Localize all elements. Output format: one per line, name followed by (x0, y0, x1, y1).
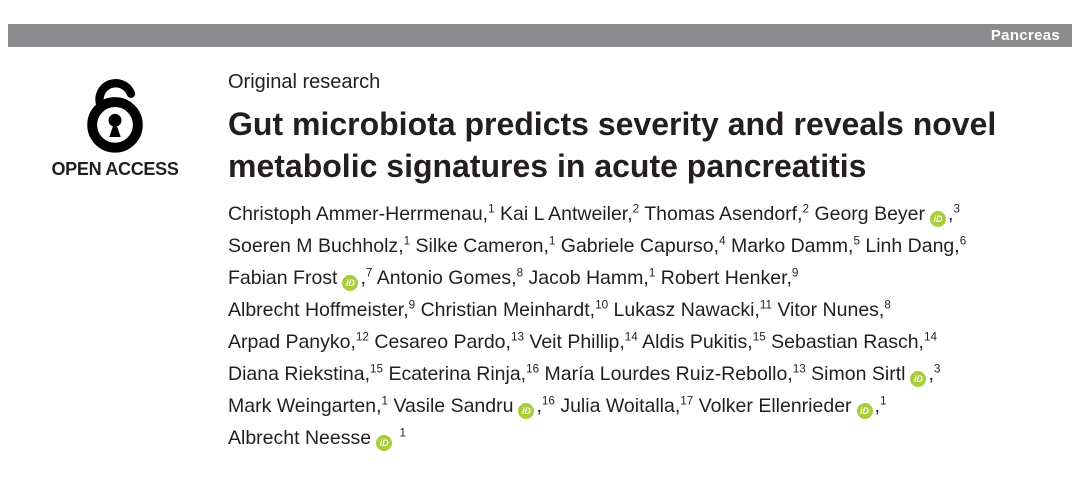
author-name: María Lourdes Ruiz-Rebollo (544, 363, 788, 386)
affiliation-superscript: 1 (488, 202, 495, 216)
affiliation-superscript: 1 (879, 394, 887, 408)
affiliation-superscript: 16 (541, 394, 555, 408)
author-name: Marko Damm (731, 235, 849, 258)
orcid-icon[interactable]: iD (930, 211, 947, 228)
affiliation-superscript: 15 (752, 330, 766, 344)
author-name: Julia Woitalla (560, 395, 675, 418)
article-title-line-1: Gut microbiota predicts severity and rev… (228, 106, 997, 142)
article-title-line-2: metabolic signatures in acute pancreatit… (228, 148, 867, 185)
affiliation-superscript: 1 (548, 234, 556, 248)
author-name: Georg Beyer (814, 203, 926, 226)
open-access-label: OPEN ACCESS (51, 159, 179, 179)
article-header: OPEN ACCESS Original research Gut microb… (0, 71, 1080, 454)
affiliation-superscript: 15 (370, 362, 384, 376)
orcid-icon[interactable]: iD (856, 403, 873, 420)
affiliation-superscript: 17 (680, 394, 694, 408)
affiliation-superscript: 14 (923, 330, 937, 344)
author-name: Silke Cameron (415, 235, 544, 258)
affiliation-superscript: 1 (648, 266, 656, 280)
affiliation-superscript: 4 (719, 234, 726, 248)
author-name: Christian Meinhardt (420, 299, 590, 322)
affiliation-superscript: 7 (365, 266, 373, 280)
author-name: Sebastian Rasch (771, 331, 919, 354)
affiliation-superscript: 1 (403, 234, 411, 248)
affiliation-superscript: 14 (624, 330, 638, 344)
author-name: Albrecht Neesse (228, 427, 372, 450)
affiliation-superscript: 5 (853, 234, 860, 248)
author-name: Antonio Gomes (376, 267, 512, 290)
author-name: Soeren M Buchholz (228, 235, 399, 258)
author-name: Vasile Sandru (393, 395, 514, 418)
section-label: Original research (228, 71, 381, 93)
affiliation-superscript: 11 (759, 298, 772, 312)
affiliation-superscript: 9 (408, 298, 416, 312)
affiliation-superscript: 10 (595, 298, 609, 312)
affiliation-superscript: 12 (355, 330, 369, 344)
open-access-lock-icon (87, 79, 143, 153)
affiliation-superscript: 2 (632, 202, 640, 216)
affiliation-superscript: 6 (959, 234, 967, 248)
orcid-icon[interactable]: iD (910, 371, 927, 388)
author-name: Aldis Pukitis (642, 331, 748, 354)
author-name: Vitor Nunes (777, 299, 879, 322)
author-name: Ecaterina Rinja (388, 363, 521, 386)
article-title: Gut microbiota predicts severity and rev… (228, 103, 1054, 187)
affiliation-superscript: 8 (884, 298, 891, 312)
author-name: Fabian Frost (228, 267, 338, 290)
author-name: Linh Dang (865, 235, 955, 258)
author-name: Mark Weingarten (228, 395, 377, 418)
author-name: Arpad Panyko (228, 331, 351, 354)
author-name: Diana Riekstina (228, 363, 365, 386)
author-name: Albrecht Hoffmeister (228, 299, 404, 322)
affiliation-superscript: 16 (526, 362, 540, 376)
author-name: Jacob Hamm (528, 267, 644, 290)
affiliation-superscript: 2 (802, 202, 810, 216)
affiliation-superscript: 8 (516, 266, 524, 280)
author-name: Simon Sirtl (811, 363, 906, 386)
journal-banner: Pancreas (8, 24, 1072, 47)
affiliation-superscript: 1 (399, 426, 407, 440)
orcid-icon[interactable]: iD (518, 403, 535, 420)
author-name: Thomas Asendorf (644, 203, 798, 226)
affiliation-superscript: 13 (510, 330, 524, 344)
author-name: Gabriele Capurso (560, 235, 714, 258)
author-name: Volker Ellenrieder (698, 395, 852, 418)
author-name: Veit Phillip (529, 331, 620, 354)
affiliation-superscript: 3 (933, 362, 941, 376)
author-name: Cesareo Pardo (374, 331, 506, 354)
author-list: Christoph Ammer-Herrmenau,1 Kai L Antwei… (228, 202, 967, 452)
affiliation-superscript: 9 (791, 266, 799, 280)
author-name: Kai L Antweiler (500, 203, 628, 226)
author-name: Lukasz Nawacki (613, 299, 755, 322)
orcid-icon[interactable]: iD (342, 275, 359, 292)
author-name: Christoph Ammer-Herrmenau (228, 203, 483, 226)
journal-banner-label: Pancreas (990, 27, 1060, 44)
affiliation-superscript: 1 (381, 394, 389, 408)
orcid-icon[interactable]: iD (376, 435, 393, 452)
affiliation-superscript: 3 (953, 202, 960, 216)
author-name: Robert Henker (660, 267, 787, 290)
open-access-badge: OPEN ACCESS (40, 71, 190, 454)
affiliation-superscript: 13 (792, 362, 806, 376)
article-main: Original research Gut microbiota predict… (228, 71, 1080, 454)
